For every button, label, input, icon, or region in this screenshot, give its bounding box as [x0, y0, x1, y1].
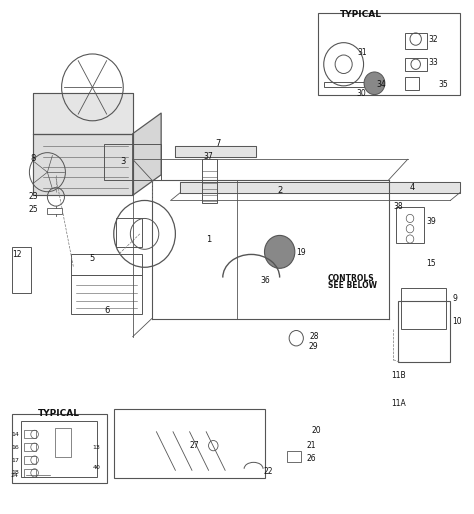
Text: 19: 19 — [296, 248, 306, 258]
Text: 17: 17 — [11, 457, 19, 463]
Circle shape — [264, 235, 295, 268]
Text: 15: 15 — [427, 259, 436, 268]
Text: 24: 24 — [11, 473, 19, 478]
Text: 13: 13 — [92, 445, 100, 450]
Bar — [71, 254, 142, 275]
Bar — [24, 443, 36, 451]
Text: 29: 29 — [309, 342, 319, 352]
Text: TYPICAL: TYPICAL — [38, 409, 80, 418]
Bar — [405, 58, 427, 71]
Bar — [318, 13, 460, 95]
Text: 27: 27 — [190, 441, 199, 450]
Bar — [396, 207, 424, 243]
Polygon shape — [33, 134, 133, 195]
Text: 34: 34 — [377, 80, 386, 89]
Bar — [202, 159, 217, 203]
Circle shape — [364, 72, 385, 95]
Bar — [405, 33, 427, 49]
Text: 11B: 11B — [391, 371, 406, 380]
Text: 18: 18 — [11, 470, 19, 475]
Text: 5: 5 — [90, 254, 95, 263]
Text: 20: 20 — [311, 426, 321, 435]
Text: 6: 6 — [104, 306, 109, 316]
Bar — [405, 77, 419, 90]
Polygon shape — [133, 113, 161, 195]
Text: 8: 8 — [30, 154, 36, 163]
Bar — [71, 275, 142, 314]
Text: 11A: 11A — [391, 399, 406, 408]
Bar — [24, 456, 36, 464]
Text: TYPICAL: TYPICAL — [340, 10, 382, 19]
Text: 35: 35 — [438, 80, 448, 89]
Text: 12: 12 — [12, 250, 21, 259]
Polygon shape — [180, 182, 460, 193]
Text: SEE BELOW: SEE BELOW — [328, 281, 377, 290]
Bar — [24, 430, 36, 438]
Text: CONTROLS: CONTROLS — [328, 274, 374, 283]
Text: 1: 1 — [206, 234, 211, 244]
Polygon shape — [33, 93, 133, 134]
Text: 25: 25 — [28, 205, 38, 214]
Bar — [398, 301, 450, 362]
Bar — [21, 421, 97, 477]
Text: 2: 2 — [277, 186, 283, 195]
Text: 16: 16 — [11, 445, 19, 450]
Text: 3: 3 — [120, 157, 126, 167]
Text: 9: 9 — [453, 293, 457, 303]
Bar — [324, 82, 364, 87]
Bar — [47, 208, 62, 214]
Text: 4: 4 — [410, 183, 415, 192]
Text: 32: 32 — [429, 34, 438, 44]
Bar — [104, 144, 161, 180]
Text: 40: 40 — [92, 465, 100, 470]
Text: 28: 28 — [309, 332, 319, 341]
Text: 33: 33 — [429, 58, 438, 67]
Text: 30: 30 — [356, 89, 366, 98]
Text: 37: 37 — [204, 152, 213, 161]
Bar — [55, 428, 71, 457]
Bar — [114, 409, 265, 478]
Text: 26: 26 — [307, 454, 316, 463]
Bar — [287, 451, 301, 462]
Polygon shape — [175, 146, 256, 157]
Text: 38: 38 — [393, 202, 403, 211]
Text: 21: 21 — [307, 441, 316, 450]
Text: 7: 7 — [215, 139, 221, 149]
Bar — [12, 414, 107, 483]
Bar — [116, 218, 142, 247]
Text: 31: 31 — [358, 48, 367, 57]
Text: 10: 10 — [453, 317, 462, 326]
Bar — [401, 288, 446, 329]
Text: 36: 36 — [261, 276, 270, 285]
Text: 14: 14 — [11, 432, 19, 437]
Bar — [12, 247, 31, 293]
Bar — [24, 469, 36, 477]
Text: 39: 39 — [427, 216, 436, 226]
Text: 22: 22 — [263, 467, 273, 476]
Text: 23: 23 — [28, 192, 38, 201]
